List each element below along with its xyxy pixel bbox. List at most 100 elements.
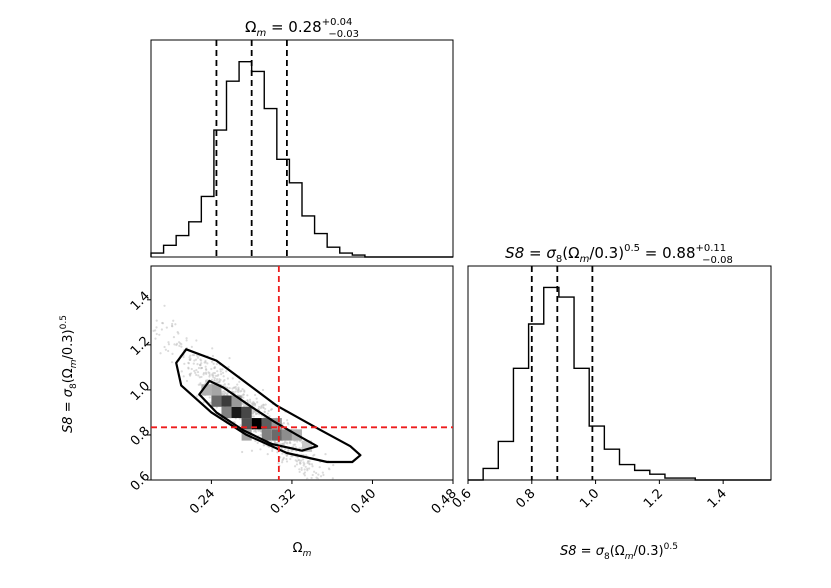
- sample-point: [317, 473, 320, 476]
- sample-point: [236, 383, 239, 386]
- sample-point: [154, 337, 157, 340]
- sample-point: [294, 459, 297, 462]
- sample-point: [199, 383, 202, 386]
- sample-point: [255, 397, 258, 400]
- sample-point: [223, 383, 226, 386]
- sample-point: [285, 441, 288, 444]
- s8-x-tick-label: 0.6: [450, 486, 475, 511]
- sample-point: [285, 454, 289, 457]
- sample-point: [196, 363, 199, 366]
- sample-point: [324, 453, 327, 456]
- sample-point: [187, 366, 190, 369]
- s8-marginal-frame: [467, 265, 772, 481]
- sample-point: [206, 362, 209, 365]
- sample-point: [256, 401, 259, 404]
- sample-point: [315, 471, 318, 475]
- omega-m-hist-bin: [264, 109, 277, 257]
- sample-point: [266, 453, 269, 456]
- sample-point: [253, 404, 257, 407]
- sample-point: [204, 379, 208, 383]
- sample-point: [212, 362, 215, 365]
- sample-point: [277, 441, 281, 444]
- sample-point: [311, 465, 314, 468]
- density-cell: [261, 429, 272, 441]
- sample-point: [293, 465, 297, 468]
- sample-point: [295, 463, 299, 466]
- sample-point: [196, 370, 200, 374]
- sample-point: [303, 462, 306, 465]
- joint-panel: 0.24 0.32 0.40 0.48 0.60.81.01.21.4 Ωm S8 =…: [59, 265, 460, 559]
- sample-point: [264, 403, 267, 406]
- sample-point: [189, 357, 192, 360]
- y-tick-label: 1.4: [128, 289, 153, 314]
- sample-point: [280, 443, 284, 446]
- s8-hist-bin: [665, 478, 680, 480]
- sample-point: [249, 400, 252, 403]
- sample-point: [308, 462, 311, 465]
- sample-point: [177, 332, 180, 335]
- s8-hist-bin: [650, 474, 665, 480]
- sample-point: [300, 468, 303, 471]
- sample-point: [220, 372, 223, 376]
- sample-point: [294, 446, 297, 449]
- s8-hist-bin: [498, 441, 513, 480]
- sample-point: [256, 441, 259, 444]
- sample-point: [290, 455, 293, 458]
- sample-point: [221, 371, 225, 374]
- omega-m-hist-bin: [227, 81, 240, 257]
- sample-point: [185, 379, 189, 383]
- sample-point: [254, 429, 257, 432]
- sample-point: [263, 410, 266, 414]
- sample-point: [226, 377, 229, 380]
- sample-point: [215, 362, 218, 366]
- sample-point: [175, 342, 179, 345]
- s8-hist-bin: [620, 465, 635, 480]
- density-cell: [302, 440, 313, 452]
- sample-point: [319, 475, 323, 478]
- sample-point: [241, 387, 244, 391]
- x-tick-label: 0.40: [348, 486, 379, 517]
- sample-point: [315, 476, 318, 479]
- sample-point: [238, 380, 241, 383]
- sample-point: [300, 466, 303, 470]
- sample-point: [209, 401, 212, 404]
- y-tick-label: 1.0: [128, 379, 153, 404]
- contour-68: [198, 379, 319, 452]
- sample-point: [310, 463, 314, 466]
- sample-point: [234, 390, 237, 393]
- sample-point: [266, 412, 269, 415]
- density-cell: [211, 384, 222, 396]
- credible-contours: [175, 348, 362, 464]
- sample-point: [270, 408, 274, 411]
- sample-point: [242, 396, 245, 399]
- sample-point: [254, 393, 257, 397]
- sample-point: [311, 473, 314, 477]
- sample-point: [196, 356, 200, 359]
- sample-point: [303, 468, 306, 471]
- joint-frame: [150, 265, 454, 481]
- sample-point: [192, 362, 195, 365]
- sample-point: [231, 377, 234, 380]
- sample-point: [281, 459, 284, 462]
- sample-point: [189, 372, 193, 375]
- density-cell: [241, 406, 252, 419]
- density-cell: [221, 406, 232, 419]
- sample-point: [161, 321, 164, 325]
- sample-point: [303, 474, 306, 477]
- sample-point: [165, 326, 168, 329]
- sample-point: [215, 406, 218, 409]
- sample-point: [221, 368, 224, 371]
- omega-m-hist-bin: [201, 196, 214, 257]
- density-cell: [211, 395, 222, 407]
- sample-point: [187, 362, 190, 365]
- sample-point: [228, 356, 231, 360]
- x-tick-label: 0.32: [268, 486, 299, 517]
- sample-point: [204, 368, 208, 371]
- sample-point: [298, 459, 301, 462]
- sample-point: [200, 362, 203, 365]
- sample-point: [300, 459, 303, 462]
- sample-point: [241, 402, 245, 406]
- sample-point: [195, 395, 199, 398]
- sample-point: [241, 450, 244, 454]
- sample-point: [160, 328, 163, 331]
